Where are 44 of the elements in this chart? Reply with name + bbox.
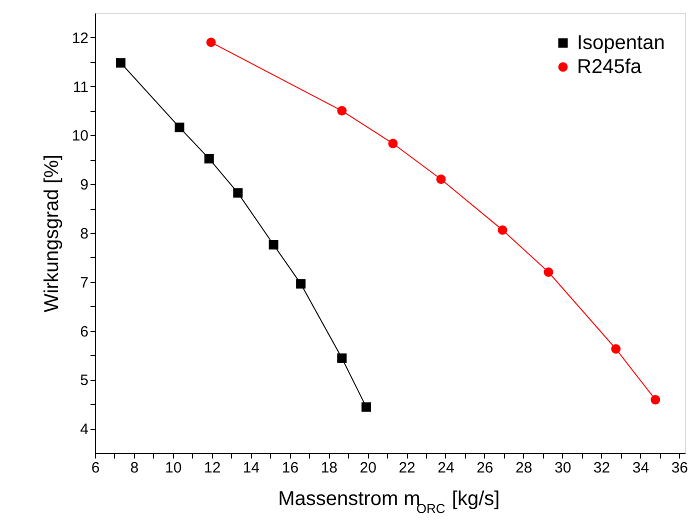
x-tick-label: 34 (632, 460, 650, 476)
point (204, 154, 214, 164)
x-tick-label: 28 (516, 460, 532, 476)
point (337, 353, 347, 363)
point (174, 122, 184, 132)
point (362, 402, 371, 412)
point (206, 38, 216, 48)
point (544, 267, 554, 277)
point (296, 279, 306, 289)
y-tick-label: 4 (80, 421, 88, 438)
y-tick-label: 11 (72, 78, 88, 96)
y-tick-label: 12 (72, 30, 88, 47)
x-tick-label: 20 (360, 460, 376, 476)
x-tick-label: 14 (242, 460, 260, 476)
legend-label: R245fa (577, 56, 642, 78)
point (116, 58, 126, 68)
point (650, 394, 660, 404)
y-tick-label: 5 (80, 372, 88, 390)
y-tick-label: 7 (80, 274, 88, 292)
y-tick-label: 10 (72, 128, 88, 145)
x-tick-label: 32 (593, 460, 610, 476)
point (498, 225, 508, 235)
x-tick-label: 36 (671, 460, 688, 476)
x-tick-label: 8 (130, 460, 139, 476)
y-axis-title: Wirkungsgrad [%] (40, 154, 63, 312)
point (233, 188, 243, 198)
x-tick-label: 12 (204, 460, 221, 476)
x-tick-label: 22 (398, 460, 416, 476)
point (611, 344, 621, 354)
x-tick-label: 18 (320, 460, 338, 476)
point (268, 240, 278, 250)
point (388, 138, 398, 148)
x-tick-label: 10 (165, 460, 182, 476)
x-tick-label: 24 (438, 460, 454, 476)
point (337, 106, 347, 116)
y-tick-label: 6 (80, 323, 88, 340)
x-tick-label: 6 (91, 460, 100, 476)
x-tick-label: 16 (282, 460, 299, 476)
point (436, 174, 446, 184)
x-tick-label: 26 (476, 460, 494, 476)
y-tick-label: 8 (80, 226, 88, 242)
legend-label: Isopentan (577, 32, 665, 54)
x-tick-label: 30 (554, 460, 572, 476)
y-tick-label: 9 (80, 176, 88, 194)
